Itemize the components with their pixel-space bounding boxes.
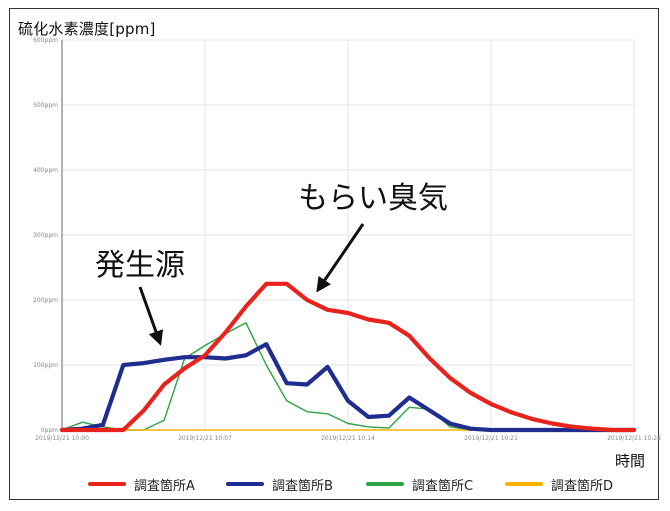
y-tick-label: 0ppm	[41, 427, 58, 434]
annotation-received-odor: もらい臭気	[298, 181, 448, 216]
x-tick-label: 2019/12/21 10:21	[464, 435, 518, 442]
y-tick-label: 100ppm	[33, 362, 58, 369]
tick-labels: 0ppm 100ppm 200ppm 300ppm 400ppm 500ppm 600ppm…	[33, 37, 661, 442]
series-line-1	[59, 281, 637, 433]
x-tick-label: 2019/12/21 10:14	[321, 435, 375, 442]
annotation-source: 発生源	[95, 248, 185, 283]
series-lines	[59, 281, 637, 433]
x-tick-label: 2019/12/21 10:00	[35, 435, 89, 442]
legend-item-4: 調査箇所D	[505, 474, 613, 494]
y-tick-label: 400ppm	[33, 167, 58, 174]
y-tick-label: 600ppm	[33, 37, 58, 44]
legend-label: 調査箇所D	[551, 478, 614, 494]
annotation-source-arrow	[138, 286, 164, 346]
x-axis-title: 時間	[615, 452, 646, 470]
series-line-2	[59, 342, 637, 433]
y-tick-label: 200ppm	[33, 297, 58, 304]
x-tick-label: 2019/12/21 10:28	[607, 435, 661, 442]
legend-label: 調査箇所B	[272, 478, 333, 494]
y-tick-label: 500ppm	[33, 102, 58, 109]
legend-item-3: 調査箇所C	[366, 474, 473, 494]
y-tick-label: 300ppm	[33, 232, 58, 239]
chart-frame	[9, 8, 659, 500]
legend-item-1: 調査箇所A	[88, 474, 195, 494]
grid	[61, 39, 635, 431]
legend-swatch	[366, 482, 404, 486]
annotations: 発生源 もらい臭気	[95, 181, 448, 346]
legend-label: 調査箇所A	[134, 478, 195, 494]
legend-swatch	[88, 482, 126, 486]
x-tick-label: 2019/12/21 10:07	[178, 435, 232, 442]
legend: 調査箇所A 調査箇所B 調査箇所C 調査箇所D	[0, 474, 670, 494]
legend-swatch	[226, 482, 264, 486]
legend-label: 調査箇所C	[412, 478, 474, 494]
legend-swatch	[505, 482, 543, 486]
y-axis-title: 硫化水素濃度[ppm]	[18, 20, 156, 38]
annotation-received-odor-arrow	[316, 223, 365, 293]
legend-item-2: 調査箇所B	[226, 474, 333, 494]
